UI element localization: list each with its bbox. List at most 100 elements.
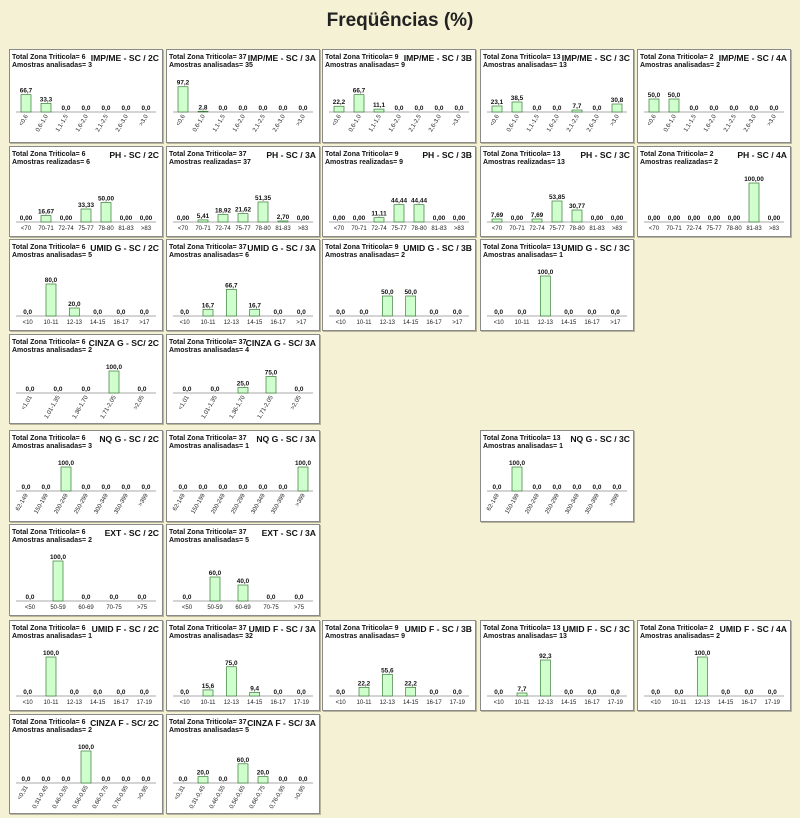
total-zone-label: Total Zona Triticola= 37 xyxy=(169,625,247,632)
data-label: 0,0 xyxy=(533,484,542,491)
tick-label: 78-80 xyxy=(98,226,114,232)
data-label: 0,0 xyxy=(219,776,228,783)
chart-title: CINZA F - SC/ 2C xyxy=(90,718,159,728)
bar xyxy=(531,218,543,223)
tick-label: 2,1-2,5 xyxy=(252,113,267,133)
chart-title: UMID G - SC / 3B xyxy=(403,243,472,253)
data-label: 0,0 xyxy=(211,386,220,393)
tick-label: 81-83 xyxy=(589,226,605,232)
total-zone-label: Total Zona Triticola= 6 xyxy=(12,529,86,536)
data-label: 0,0 xyxy=(142,105,151,112)
chart-title: UMID F - SC / 2C xyxy=(92,624,159,634)
data-label: 0,0 xyxy=(430,689,439,696)
data-label: 0,0 xyxy=(54,386,63,393)
total-zone-label: Total Zona Triticola= 6 xyxy=(12,339,86,346)
tick-label: 75-77 xyxy=(78,226,94,232)
data-label: 0,0 xyxy=(219,484,228,491)
samples-label: Amostras realizadas= 2 xyxy=(640,159,718,166)
chart-title: PH - SC / 3A xyxy=(266,150,316,160)
bar xyxy=(40,102,52,113)
data-label: 66,7 xyxy=(353,88,366,95)
chart-panel-ph-sc-3a: Total Zona Triticola= 37 Amostras realiza… xyxy=(166,146,320,237)
data-label: 75,0 xyxy=(225,660,238,667)
data-label: 0,0 xyxy=(259,105,268,112)
data-label: 30,77 xyxy=(569,203,585,210)
samples-label: Amostras analisadas= 1 xyxy=(169,443,249,450)
data-label: 0,0 xyxy=(336,309,345,316)
tick-label: <0,31 xyxy=(174,784,187,801)
total-zone-label: Total Zona Triticola= 37 xyxy=(169,719,247,726)
data-label: 0,00 xyxy=(297,215,310,222)
data-label: 0,0 xyxy=(553,105,562,112)
bar xyxy=(393,204,405,223)
chart-panel-ph-sc-4a: Total Zona Triticola= 2 Amostras realizad… xyxy=(637,146,791,237)
tick-label: <10 xyxy=(336,320,347,326)
tick-label: 12-13 xyxy=(67,320,83,326)
bar xyxy=(611,103,623,113)
tick-label: >17 xyxy=(452,320,463,326)
data-label: 0,0 xyxy=(82,105,91,112)
chart-title: NQ G - SC / 3A xyxy=(256,434,316,444)
data-label: 100,00 xyxy=(744,176,764,183)
tick-label: 2,6-3,0 xyxy=(428,113,443,133)
samples-label: Amostras analisadas= 5 xyxy=(169,727,249,734)
data-label: 0,0 xyxy=(179,776,188,783)
tick-label: 250-299 xyxy=(74,492,91,515)
bar xyxy=(45,283,57,317)
data-label: 16,67 xyxy=(38,208,54,215)
total-zone-label: Total Zona Triticola= 6 xyxy=(12,54,86,61)
tick-label: <0,6 xyxy=(490,113,501,127)
tick-label: 350-399 xyxy=(114,492,131,515)
tick-label: 81-83 xyxy=(431,226,447,232)
tick-label: 150-199 xyxy=(505,492,522,515)
data-label: 0,00 xyxy=(668,215,681,222)
tick-label: 2,6-3,0 xyxy=(272,113,287,133)
tick-label: 12-13 xyxy=(380,320,396,326)
tick-label: 10-11 xyxy=(201,320,217,326)
total-zone-label: Total Zona Triticola= 6 xyxy=(12,435,86,442)
tick-label: <70 xyxy=(649,226,660,232)
tick-label: 78-80 xyxy=(569,226,585,232)
chart-panel-cinza-g-sc-3a: Total Zona Triticola= 37 Amostras analisa… xyxy=(166,334,320,424)
data-label: 20,0 xyxy=(257,770,270,777)
data-label: 0,00 xyxy=(648,215,661,222)
tick-label: 0,6-1,0 xyxy=(192,113,207,133)
data-label: 0,0 xyxy=(122,776,131,783)
data-label: 0,0 xyxy=(82,484,91,491)
chart-panel-ph-sc-2c: Total Zona Triticola= 6 Amostras realizad… xyxy=(9,146,163,237)
tick-label: 17-19 xyxy=(450,700,466,706)
bar xyxy=(333,105,345,113)
data-label: 0,0 xyxy=(770,105,779,112)
tick-label: 17-19 xyxy=(608,700,624,706)
data-label: 66,7 xyxy=(20,88,33,95)
data-label: 15,6 xyxy=(202,683,215,690)
chart-title: IMP/ME - SC / 2C xyxy=(91,53,159,63)
bar xyxy=(277,220,289,223)
tick-label: <50 xyxy=(182,605,193,611)
chart-panel-imp-me-sc-2c: Total Zona Triticola= 6 Amostras analisad… xyxy=(9,49,163,143)
tick-label: <70 xyxy=(492,226,503,232)
bar xyxy=(225,666,237,697)
tick-label: >17 xyxy=(296,320,307,326)
data-label: 33,3 xyxy=(40,96,53,103)
total-zone-label: Total Zona Triticola= 2 xyxy=(640,625,714,632)
data-label: 0,0 xyxy=(730,105,739,112)
tick-label: 0,31-0,45 xyxy=(189,784,207,810)
tick-label: 10-11 xyxy=(515,700,531,706)
bar xyxy=(516,692,528,697)
bar xyxy=(237,387,249,394)
data-label: 0,0 xyxy=(573,484,582,491)
data-label: 0,0 xyxy=(710,105,719,112)
data-label: 0,0 xyxy=(455,105,464,112)
bar xyxy=(60,466,72,492)
